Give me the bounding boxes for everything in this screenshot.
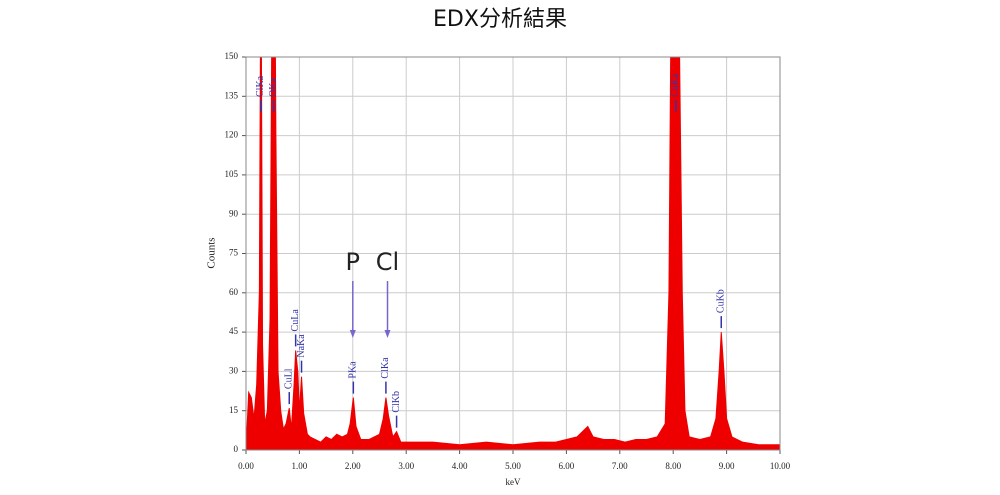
y-tick-label: 75 (229, 248, 239, 258)
x-tick-label: 7.00 (612, 461, 628, 471)
annotation: P (346, 248, 360, 276)
y-tick-label: 150 (225, 51, 239, 61)
x-tick-label: 0.00 (238, 461, 254, 471)
chart-title: EDX分析結果 (433, 7, 567, 32)
spectrum (246, 57, 780, 450)
x-tick-label: 9.00 (719, 461, 735, 471)
peak-label: CuLa (290, 309, 301, 332)
plot-frame (245, 56, 781, 451)
x-tick-label: 3.00 (398, 461, 414, 471)
y-tick-label: 135 (225, 90, 239, 100)
peak-label: ClKa (255, 75, 266, 97)
x-tick-label: 1.00 (292, 461, 308, 471)
y-tick-label: 45 (229, 326, 239, 336)
y-tick-label: 15 (229, 405, 239, 415)
x-tick-label: 6.00 (559, 461, 575, 471)
y-axis-label: Counts (206, 237, 218, 268)
annotation-arrowhead (384, 330, 391, 338)
y-tick-label: 105 (225, 169, 239, 179)
peak-label: OKa (268, 78, 279, 97)
y-tick-label: 120 (225, 130, 239, 140)
x-tick-label: 10.00 (770, 461, 791, 471)
x-tick-label: 8.00 (665, 461, 681, 471)
peak-label: CuKa (670, 73, 681, 97)
peak-label: ClKb (391, 391, 402, 413)
x-tick-label: 2.00 (345, 461, 361, 471)
x-tick-label: 4.00 (452, 461, 468, 471)
peak-label: CuKb (716, 289, 727, 313)
peak-label: PKa (348, 361, 359, 379)
peak-label: ClKa (380, 357, 391, 379)
y-tick-label: 60 (229, 287, 239, 297)
y-tick-label: 90 (229, 208, 239, 218)
y-tick-label: 0 (234, 444, 239, 454)
x-axis-label: keV (506, 477, 521, 487)
x-tick-label: 5.00 (505, 461, 521, 471)
peak-label: NaKa (296, 334, 307, 358)
annotation-arrowhead (349, 330, 356, 338)
peak-label: CuLl (284, 368, 295, 389)
y-tick-label: 30 (229, 365, 239, 375)
annotation: Cl (376, 248, 399, 276)
